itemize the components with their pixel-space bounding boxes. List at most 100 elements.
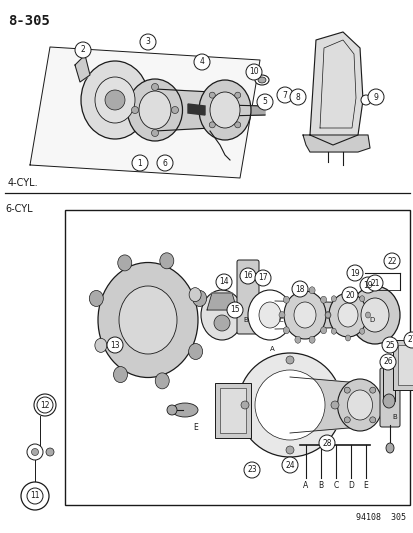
Circle shape (254, 270, 271, 286)
Ellipse shape (337, 379, 382, 431)
Ellipse shape (330, 328, 335, 334)
Circle shape (171, 107, 178, 114)
Ellipse shape (155, 373, 169, 389)
Ellipse shape (98, 262, 197, 377)
Circle shape (75, 42, 91, 58)
Polygon shape (75, 55, 90, 82)
Polygon shape (274, 301, 369, 329)
Ellipse shape (95, 338, 107, 352)
Ellipse shape (337, 303, 357, 327)
Circle shape (214, 315, 230, 331)
Ellipse shape (309, 287, 314, 294)
Ellipse shape (360, 298, 388, 332)
Polygon shape (289, 377, 359, 433)
Polygon shape (224, 105, 264, 116)
Polygon shape (30, 47, 259, 178)
Text: 3: 3 (145, 37, 150, 46)
Ellipse shape (382, 394, 394, 408)
Circle shape (240, 268, 255, 284)
Circle shape (403, 332, 413, 348)
Ellipse shape (325, 312, 330, 318)
Circle shape (166, 405, 177, 415)
Circle shape (369, 417, 375, 423)
Circle shape (21, 482, 49, 510)
Circle shape (234, 122, 240, 128)
Ellipse shape (89, 290, 103, 306)
Circle shape (27, 488, 43, 504)
Circle shape (157, 155, 173, 171)
Ellipse shape (188, 343, 202, 359)
Circle shape (276, 87, 292, 103)
Text: B: B (392, 414, 396, 420)
Circle shape (240, 401, 248, 409)
Ellipse shape (159, 253, 173, 269)
Text: E: E (193, 423, 198, 432)
Ellipse shape (283, 327, 289, 334)
Ellipse shape (359, 296, 364, 302)
Ellipse shape (330, 296, 335, 302)
Ellipse shape (127, 79, 182, 141)
Text: 10: 10 (249, 68, 258, 77)
Circle shape (237, 353, 341, 457)
Ellipse shape (324, 311, 330, 319)
Ellipse shape (347, 390, 372, 420)
Text: D: D (347, 481, 353, 489)
Polygon shape (309, 32, 362, 145)
Text: 7: 7 (282, 91, 287, 100)
Circle shape (107, 337, 123, 353)
Polygon shape (302, 135, 369, 152)
Circle shape (46, 448, 54, 456)
FancyBboxPatch shape (379, 368, 399, 427)
Text: 5: 5 (262, 98, 267, 107)
Circle shape (383, 253, 399, 269)
Text: E: E (363, 481, 368, 489)
Ellipse shape (259, 302, 280, 328)
Ellipse shape (320, 327, 326, 334)
Text: 9: 9 (373, 93, 377, 101)
Circle shape (291, 281, 307, 297)
Text: 4: 4 (199, 58, 204, 67)
Circle shape (194, 54, 209, 70)
Text: C: C (278, 317, 282, 323)
Text: 94108  305: 94108 305 (355, 513, 405, 522)
Text: 13: 13 (110, 341, 119, 350)
Circle shape (318, 435, 334, 451)
Circle shape (369, 387, 375, 393)
Text: 21: 21 (369, 279, 379, 287)
Ellipse shape (95, 77, 135, 123)
Text: B: B (318, 481, 323, 489)
Circle shape (34, 394, 56, 416)
Text: 22: 22 (386, 256, 396, 265)
Circle shape (289, 89, 305, 105)
Circle shape (285, 356, 293, 364)
Ellipse shape (365, 312, 370, 318)
Ellipse shape (309, 336, 314, 343)
Text: 26: 26 (382, 358, 392, 367)
Ellipse shape (81, 61, 149, 139)
Circle shape (151, 130, 158, 136)
Ellipse shape (257, 77, 266, 83)
Text: 14: 14 (218, 278, 228, 287)
Polygon shape (206, 293, 236, 310)
Circle shape (216, 274, 231, 290)
Circle shape (37, 397, 53, 413)
Ellipse shape (278, 311, 284, 319)
Ellipse shape (192, 290, 206, 306)
Bar (65, 210, 409, 505)
Ellipse shape (139, 91, 171, 129)
Polygon shape (154, 89, 230, 131)
Ellipse shape (345, 335, 350, 341)
Circle shape (281, 457, 297, 473)
Ellipse shape (385, 443, 393, 453)
Ellipse shape (320, 296, 326, 303)
Text: 2: 2 (81, 45, 85, 54)
Text: 16: 16 (242, 271, 252, 280)
Text: 8-305: 8-305 (8, 14, 50, 28)
Ellipse shape (294, 336, 300, 343)
Circle shape (366, 275, 382, 291)
Circle shape (379, 354, 395, 370)
Circle shape (140, 34, 156, 50)
Circle shape (254, 370, 324, 440)
Circle shape (105, 90, 125, 110)
Circle shape (132, 155, 147, 171)
